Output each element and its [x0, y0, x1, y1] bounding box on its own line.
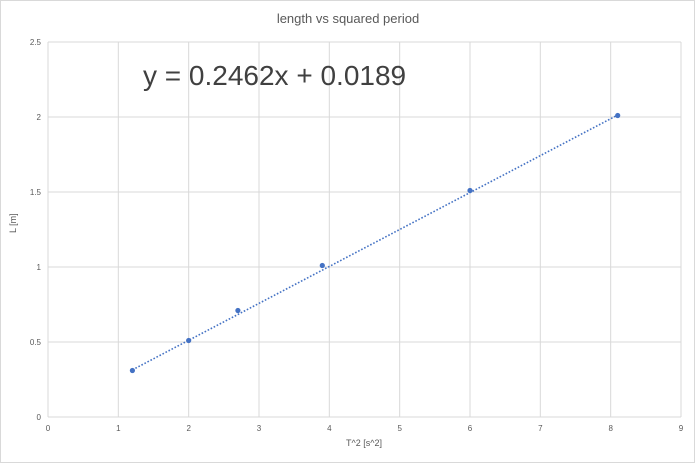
trendline-layer: [132, 114, 619, 371]
x-tick-label: 8: [608, 424, 613, 433]
x-tick-label: 0: [46, 424, 51, 433]
x-tick-label: 7: [538, 424, 543, 433]
trendline-equation: y = 0.2462x + 0.0189: [143, 60, 407, 91]
y-tick-label: 0: [37, 413, 42, 422]
data-points: [129, 112, 621, 374]
gridlines: [47, 41, 682, 418]
y-tick-label: 1.5: [30, 188, 42, 197]
data-point: [467, 187, 473, 194]
tick-labels: 0 1 2 3 4 5 6 7 8 9 0 0.5 1 1.5 2 2.5: [30, 38, 684, 433]
x-tick-label: 2: [186, 424, 191, 433]
data-point: [129, 367, 135, 374]
x-tick-label: 6: [468, 424, 473, 433]
x-tick-label: 9: [679, 424, 684, 433]
y-tick-label: 2.5: [30, 38, 42, 47]
data-point: [615, 112, 621, 119]
data-point: [319, 262, 325, 269]
chart-title: length vs squared period: [276, 11, 420, 26]
x-tick-label: 3: [257, 424, 262, 433]
y-tick-label: 2: [37, 113, 42, 122]
y-axis-label: L [m]: [8, 213, 18, 233]
y-tick-label: 1: [37, 263, 42, 272]
x-tick-label: 1: [116, 424, 121, 433]
x-axis-label: T^2 [s^2]: [346, 438, 382, 448]
data-point: [186, 337, 192, 344]
data-point: [235, 307, 241, 314]
x-tick-label: 4: [327, 424, 332, 433]
y-tick-label: 0.5: [30, 338, 42, 347]
linear-trendline: [132, 114, 619, 371]
x-tick-label: 5: [397, 424, 402, 433]
